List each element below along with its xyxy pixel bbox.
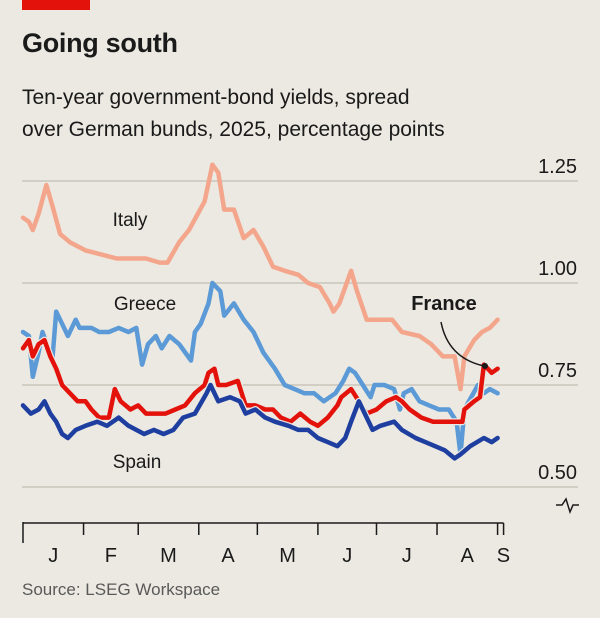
x-tick-label: J: [402, 545, 412, 567]
series-line-spain: [20, 382, 500, 461]
x-tick-label: J: [342, 545, 352, 567]
chart-subtitle: Ten-year government-bond yields, spread …: [22, 82, 582, 146]
x-tick-label: M: [279, 545, 296, 567]
series-line-italy: [20, 162, 500, 392]
annotation-leader-line: [440, 321, 485, 367]
series-labels: Italy Greece Spain France: [113, 210, 488, 473]
gridlines: [22, 180, 578, 488]
series-label-greece: Greece: [114, 294, 176, 315]
x-tick-label: M: [160, 545, 177, 567]
y-tick-label: 1.00: [538, 258, 577, 280]
x-tick-label: J: [48, 545, 58, 567]
subtitle-line-1: Ten-year government-bond yields, spread: [22, 86, 410, 109]
annotation-dot: [482, 363, 488, 369]
y-tick-label: 0.50: [538, 462, 577, 484]
chart-title: Going south: [22, 28, 178, 58]
axis-break-icon: [556, 497, 579, 515]
y-axis-labels: 1.25 1.00 0.75 0.50: [538, 156, 579, 515]
series-label-italy: Italy: [113, 210, 148, 231]
y-tick-label: 1.25: [538, 156, 577, 178]
x-tick-label: A: [221, 545, 235, 567]
series-label-spain: Spain: [113, 452, 162, 473]
annotation-label-france: France: [411, 293, 477, 315]
x-tick-label: F: [105, 545, 117, 567]
subtitle-line-2: over German bunds, 2025, percentage poin…: [22, 118, 445, 141]
accent-bar: [22, 0, 90, 10]
source-note: Source: LSEG Workspace: [22, 580, 221, 599]
y-tick-label: 0.75: [538, 360, 577, 382]
series-line-greece: [20, 280, 500, 457]
x-tick-label: S: [497, 545, 510, 567]
x-tick-label: A: [461, 545, 475, 567]
series-lines: [20, 162, 500, 462]
